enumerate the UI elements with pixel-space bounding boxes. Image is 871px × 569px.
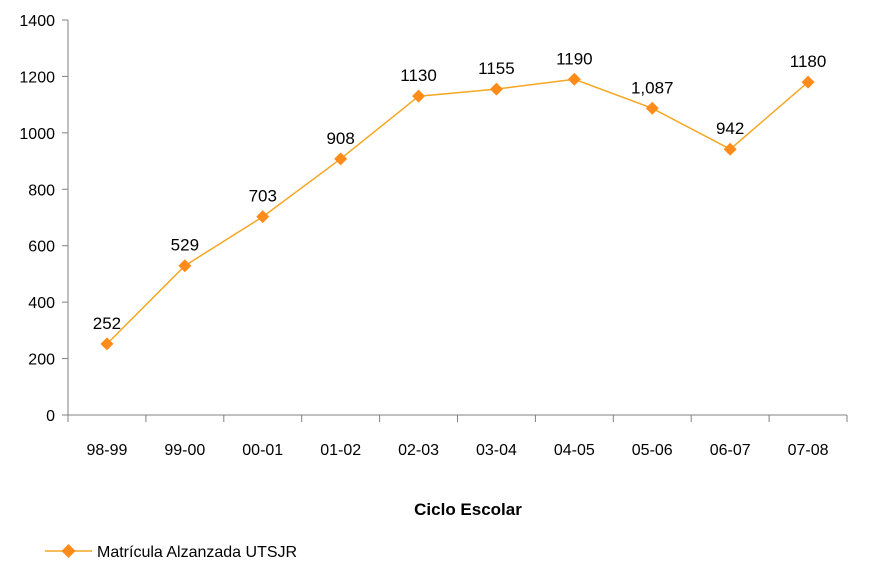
markers-group xyxy=(100,72,815,351)
data-label: 703 xyxy=(249,187,277,206)
data-labels-group: 252 529 703 908 1130 1155 1190 1,087 942 1180 xyxy=(93,49,827,333)
data-label: 252 xyxy=(93,314,121,333)
x-tick-label: 06-07 xyxy=(710,442,751,459)
series-line-group xyxy=(106,78,809,345)
data-label: 1155 xyxy=(478,59,515,78)
y-tick-label: 0 xyxy=(46,408,55,425)
y-tick-label: 200 xyxy=(28,352,55,369)
x-axis-title: Ciclo Escolar xyxy=(414,500,522,519)
x-tick-label: 00-01 xyxy=(242,442,283,459)
x-tick-label: 03-04 xyxy=(476,442,517,459)
data-point-marker xyxy=(567,72,581,86)
data-point-marker xyxy=(334,152,348,166)
legend-label: Matrícula Alzanzada UTSJR xyxy=(97,544,297,561)
data-label: 942 xyxy=(716,119,744,138)
y-tick-label: 800 xyxy=(28,182,55,199)
y-tick-label: 600 xyxy=(28,239,55,256)
data-point-marker xyxy=(178,259,192,273)
x-tick-label: 01-02 xyxy=(320,442,361,459)
data-point-marker xyxy=(100,337,114,351)
data-point-marker xyxy=(489,82,503,96)
x-tick-label: 04-05 xyxy=(554,442,595,459)
data-label: 529 xyxy=(171,236,199,255)
data-label: 908 xyxy=(326,129,354,148)
x-tick-label: 05-06 xyxy=(632,442,673,459)
data-point-marker xyxy=(256,210,270,224)
x-tick-label: 02-03 xyxy=(398,442,439,459)
y-tick-label: 1000 xyxy=(19,126,55,143)
data-point-marker xyxy=(412,89,426,103)
data-point-marker xyxy=(645,101,659,115)
legend: Matrícula Alzanzada UTSJR xyxy=(45,544,297,561)
x-tick-label: 99-00 xyxy=(164,442,205,459)
data-point-marker xyxy=(801,75,815,89)
data-label: 1,087 xyxy=(631,78,674,97)
data-label: 1130 xyxy=(400,66,437,85)
x-tick-label: 07-08 xyxy=(788,442,829,459)
axes: 0 200 400 600 800 1000 1200 1400 98-99 99-00 00-01… xyxy=(19,13,848,459)
data-point-marker xyxy=(723,142,737,156)
y-tick-label: 400 xyxy=(28,295,55,312)
series-line xyxy=(106,78,809,345)
legend-diamond-icon xyxy=(61,544,76,558)
y-tick-label: 1200 xyxy=(19,69,55,86)
data-label: 1190 xyxy=(556,49,593,68)
data-label: 1180 xyxy=(790,52,827,71)
x-tick-label: 98-99 xyxy=(86,442,127,459)
y-tick-label: 1400 xyxy=(19,13,55,30)
